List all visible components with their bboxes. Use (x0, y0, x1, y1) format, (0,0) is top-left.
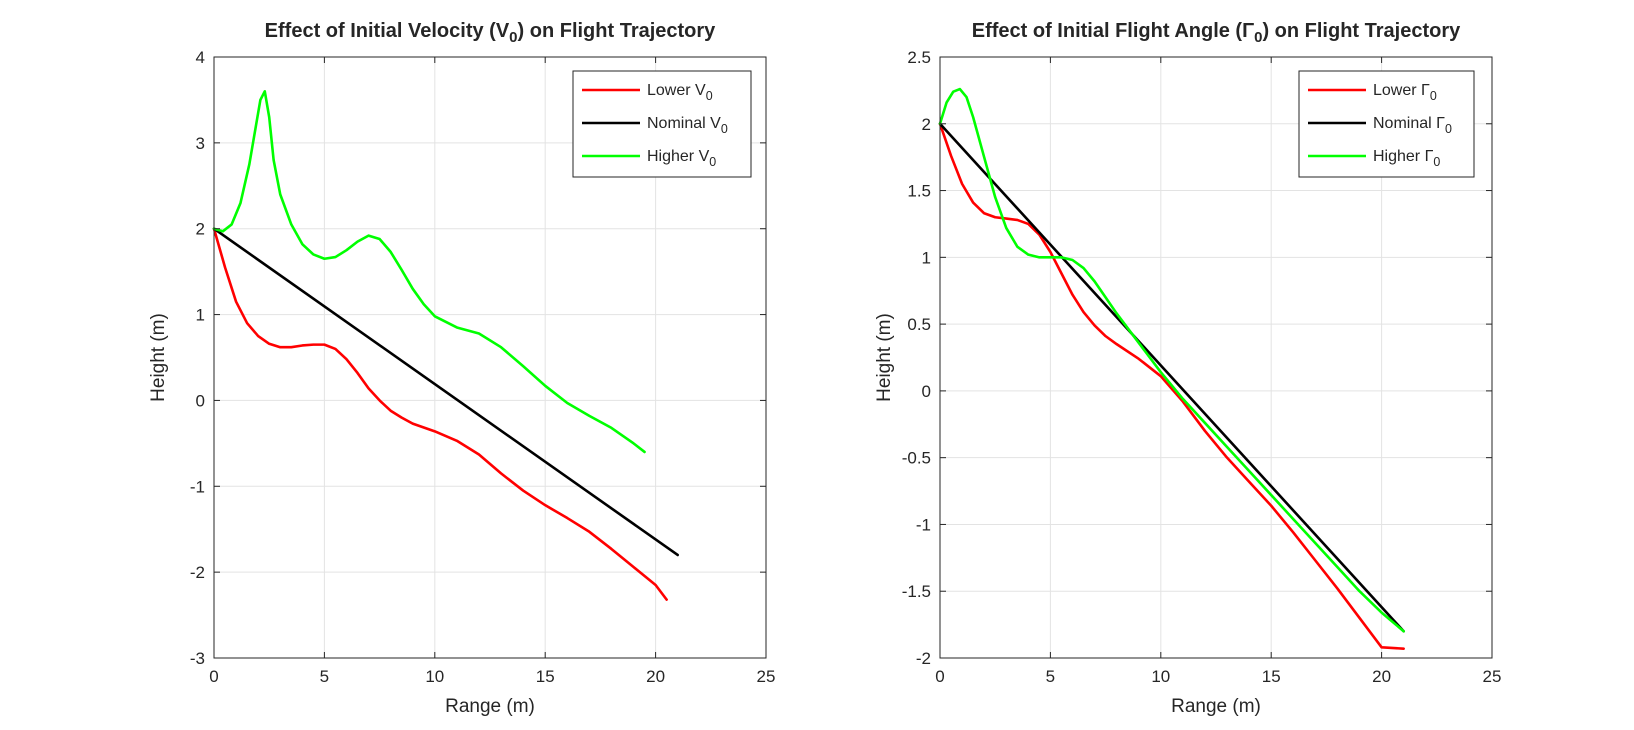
chart-initial-velocity: 0 5 10 15 20 25 -3 -2 -1 0 1 2 3 4 Range (m) Height (m)… (148, 20, 775, 717)
legend-entry: Lower V0 (647, 82, 713, 103)
x-tick-label: 5 (1046, 667, 1055, 686)
y-tick-label: 2.5 (907, 48, 931, 67)
y-tick-label: 2 (196, 220, 205, 239)
series-line-0 (938, 122, 1405, 650)
y-tick-label: -1 (190, 477, 205, 496)
axes-box (939, 56, 1493, 659)
y-tick-label: -1 (916, 515, 931, 534)
y-tick-label: 0 (196, 391, 205, 410)
y-tick-label: 0.5 (907, 315, 931, 334)
axes-box (213, 56, 767, 659)
y-tick-label: -2 (190, 563, 205, 582)
y-axis-label: Height (m) (148, 313, 169, 402)
y-tick-label: -0.5 (902, 449, 931, 468)
y-tick-label: 1.5 (907, 182, 931, 201)
x-tick-label: 0 (209, 667, 218, 686)
series-line-1 (212, 227, 679, 557)
x-tick-label: 20 (1372, 667, 1391, 686)
x-tick-label: 15 (536, 667, 555, 686)
legend-entry: Higher V0 (647, 148, 716, 169)
x-tick-label: 10 (1151, 667, 1170, 686)
series-line-1 (938, 122, 1405, 633)
y-tick-label: 1 (922, 248, 931, 267)
y-tick-label: -1.5 (902, 582, 931, 601)
y-tick-label: 0 (922, 382, 931, 401)
chart-title: Effect of Initial Velocity (V0) on Fligh… (265, 20, 717, 46)
x-axis-label: Range (m) (1171, 696, 1261, 717)
x-tick-label: 10 (425, 667, 444, 686)
series-line-0 (212, 227, 668, 601)
y-tick-label: -2 (916, 649, 931, 668)
y-tick-label: 2 (922, 115, 931, 134)
series-line-2 (938, 87, 1405, 633)
chart-initial-flight-angle: 0 5 10 15 20 25 -2 -1.5 -1 -0.5 0 0.5 1 1.5 2 2.5 Range … (874, 20, 1501, 717)
legend: Lower Γ0 Nominal Γ0 Higher Γ0 (1298, 70, 1475, 178)
x-tick-label: 5 (320, 667, 329, 686)
y-tick-label: 3 (196, 134, 205, 153)
legend-entry: Lower Γ0 (1373, 82, 1437, 103)
y-axis-label: Height (m) (874, 313, 895, 402)
legend: Lower V0 Nominal V0 Higher V0 (572, 70, 752, 178)
legend-entry: Nominal V0 (647, 115, 728, 136)
y-tick-label: -3 (190, 649, 205, 668)
y-tick-label: 4 (196, 48, 205, 67)
x-tick-label: 20 (646, 667, 665, 686)
x-tick-label: 25 (757, 667, 776, 686)
x-tick-label: 15 (1262, 667, 1281, 686)
legend-entry: Higher Γ0 (1373, 148, 1440, 169)
series-line-2 (212, 90, 646, 454)
y-tick-label: 1 (196, 306, 205, 325)
legend-entry: Nominal Γ0 (1373, 115, 1452, 136)
x-axis-label: Range (m) (445, 696, 535, 717)
chart-title: Effect of Initial Flight Angle (Γ0) on F… (972, 20, 1461, 46)
x-tick-label: 0 (935, 667, 944, 686)
x-tick-label: 25 (1483, 667, 1502, 686)
